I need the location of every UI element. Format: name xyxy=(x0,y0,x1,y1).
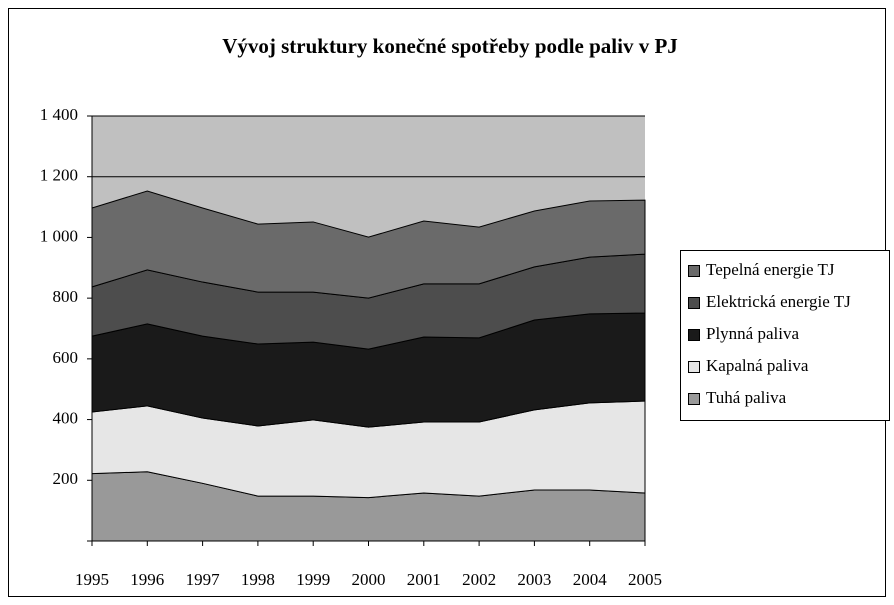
x-tick-label: 2003 xyxy=(517,570,551,589)
legend-swatch xyxy=(688,361,700,373)
x-tick-label: 1996 xyxy=(130,570,164,589)
legend-label: Tepelná energie TJ xyxy=(706,260,835,279)
x-tick-label: 1997 xyxy=(186,570,221,589)
y-tick-label: 1 000 xyxy=(40,226,78,245)
legend-swatch xyxy=(688,265,700,277)
chart-title: Vývoj struktury konečné spotřeby podle p… xyxy=(222,34,678,58)
x-tick-label: 1998 xyxy=(241,570,275,589)
legend-swatch xyxy=(688,297,700,309)
x-tick-label: 2000 xyxy=(352,570,386,589)
y-tick-label: 400 xyxy=(53,408,79,427)
x-tick-label: 2004 xyxy=(573,570,608,589)
legend-label: Elektrická energie TJ xyxy=(706,292,851,311)
area xyxy=(91,190,646,299)
y-tick-label: 200 xyxy=(53,469,79,488)
legend-swatch xyxy=(688,329,700,341)
y-tick-label: 800 xyxy=(53,287,79,306)
legend-swatch xyxy=(688,393,700,405)
x-tick-label: 1995 xyxy=(75,570,109,589)
x-tick-label: 2001 xyxy=(407,570,441,589)
x-tick-label: 2005 xyxy=(628,570,662,589)
legend-label: Plynná paliva xyxy=(706,324,799,343)
y-tick-label: 1 400 xyxy=(40,105,78,124)
legend-label: Kapalná paliva xyxy=(706,356,809,375)
y-tick-label: 1 200 xyxy=(40,166,78,185)
legend-label: Tuhá paliva xyxy=(706,388,787,407)
x-tick-label: 1999 xyxy=(296,570,330,589)
y-tick-label: 600 xyxy=(53,348,79,367)
x-tick-label: 2002 xyxy=(462,570,496,589)
legend xyxy=(680,250,890,421)
